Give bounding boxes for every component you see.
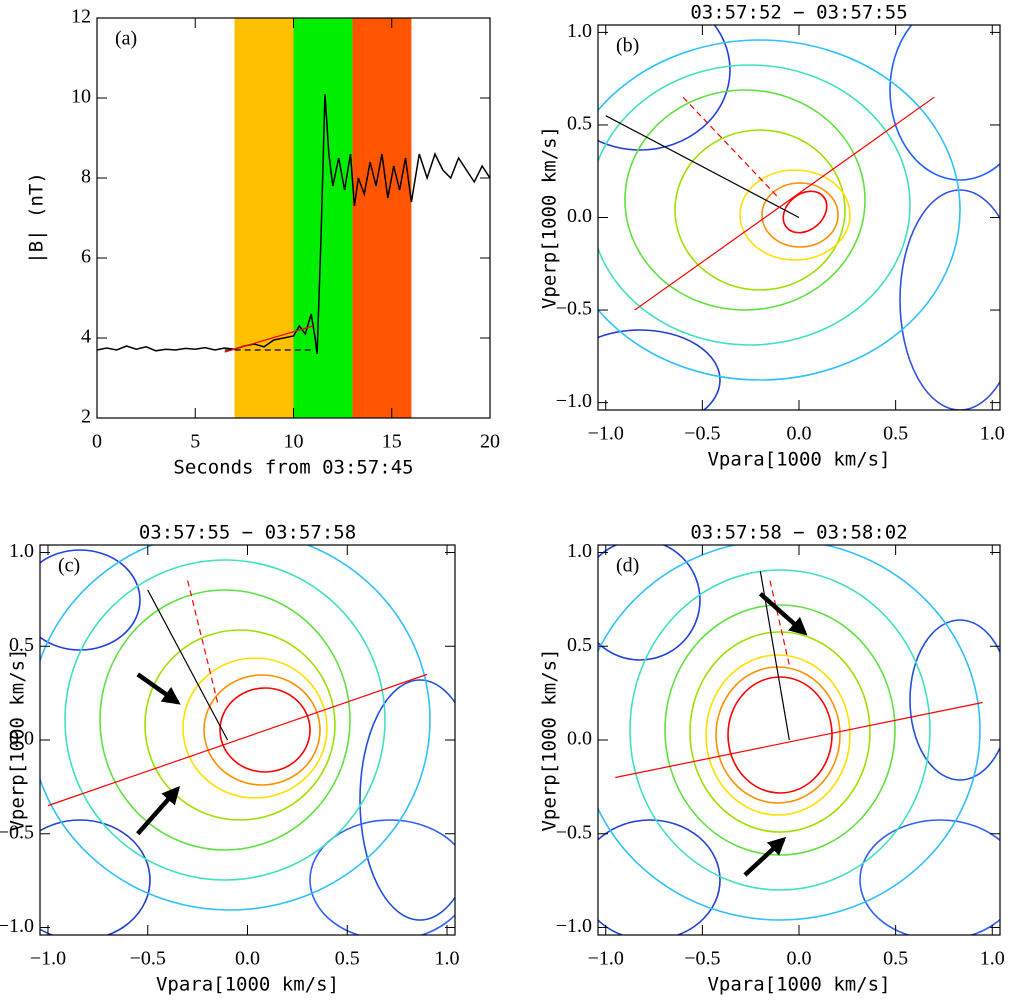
- x-tick-label: 15: [382, 431, 402, 453]
- x-tick-label: 1.0: [435, 948, 460, 970]
- y-tick-label: 4: [81, 326, 91, 348]
- guide-line: [187, 580, 219, 703]
- panel-label: (d): [616, 555, 639, 577]
- guide-line: [615, 701, 983, 779]
- y-tick-label: 0.5: [9, 634, 34, 656]
- guide-line: [47, 673, 428, 807]
- arrow: [743, 836, 787, 877]
- y-tick-label: −1.0: [0, 915, 34, 937]
- x-tick-label: 1.0: [980, 423, 1005, 445]
- x-tick-label: 0.0: [235, 948, 260, 970]
- x-tick-label: 1.0: [980, 948, 1005, 970]
- chart-title: 03:57:52 − 03:57:55: [690, 2, 907, 24]
- y-axis-label: Vperp[1000 km/s]: [539, 126, 561, 309]
- contour-decoration: [40, 545, 455, 935]
- y-axis-label: |B| (nT): [26, 172, 48, 264]
- y-tick-label: 0.0: [9, 728, 34, 750]
- guide-line: [605, 115, 800, 219]
- y-tick-label: 1.0: [9, 540, 34, 562]
- chart-title: 03:57:55 − 03:57:58: [139, 522, 356, 544]
- x-tick-label: −1.0: [30, 948, 66, 970]
- panel-label: (b): [616, 35, 639, 57]
- band: [293, 18, 353, 418]
- arrow: [136, 672, 181, 705]
- x-tick-label: 20: [480, 431, 500, 453]
- y-tick-label: 0.5: [567, 634, 592, 656]
- x-tick-label: 0.0: [787, 948, 812, 970]
- y-tick-label: 1.0: [567, 540, 592, 562]
- y-tick-label: 6: [81, 246, 91, 268]
- arrow: [136, 786, 181, 836]
- x-tick-label: −0.5: [130, 948, 166, 970]
- y-tick-label: 10: [71, 86, 91, 108]
- y-tick-label: 8: [81, 166, 91, 188]
- guide-line: [147, 589, 229, 741]
- x-tick-label: 0.5: [883, 948, 908, 970]
- x-tick-label: 0: [92, 431, 102, 453]
- y-tick-label: 0.5: [567, 113, 592, 135]
- guide-line: [224, 325, 314, 353]
- x-tick-label: 10: [284, 431, 304, 453]
- panel-label: (a): [115, 28, 137, 50]
- y-tick-label: 12: [71, 6, 91, 28]
- y-tick-label: 0.0: [567, 728, 592, 750]
- y-axis-label: Vperp[1000 km/s]: [7, 648, 29, 831]
- panel-label: (c): [58, 555, 80, 577]
- arrow: [758, 592, 808, 636]
- x-tick-label: −1.0: [588, 423, 624, 445]
- x-tick-label: −0.5: [684, 948, 720, 970]
- data-line: [96, 93, 491, 355]
- x-axis-label: Vpara[1000 km/s]: [156, 974, 339, 996]
- x-tick-label: −0.5: [684, 423, 720, 445]
- guide-line: [682, 96, 781, 200]
- x-axis-label: Vpara[1000 km/s]: [707, 449, 890, 471]
- y-tick-label: −1.0: [556, 390, 592, 412]
- y-tick-label: −1.0: [556, 915, 592, 937]
- x-tick-label: 0.5: [883, 423, 908, 445]
- chart-title: 03:57:58 − 03:58:02: [690, 522, 907, 544]
- guide-line: [634, 96, 935, 311]
- contour-decoration: [598, 25, 1000, 410]
- x-tick-label: 5: [190, 431, 200, 453]
- band: [352, 18, 412, 418]
- band: [234, 18, 294, 418]
- x-tick-label: −1.0: [588, 948, 624, 970]
- y-tick-label: −0.5: [0, 821, 34, 843]
- guide-line: [769, 580, 790, 666]
- y-tick-label: 2: [81, 406, 91, 428]
- y-tick-label: 0.0: [567, 205, 592, 227]
- y-tick-label: −0.5: [556, 821, 592, 843]
- y-axis-label: Vperp[1000 km/s]: [539, 648, 561, 831]
- x-axis-label: Seconds from 03:57:45: [173, 457, 413, 479]
- x-axis-label: Vpara[1000 km/s]: [707, 974, 890, 996]
- x-tick-label: 0.0: [787, 423, 812, 445]
- y-tick-label: −0.5: [556, 298, 592, 320]
- y-tick-label: 1.0: [567, 20, 592, 42]
- x-tick-label: 0.5: [335, 948, 360, 970]
- contour-decoration: [598, 545, 1000, 935]
